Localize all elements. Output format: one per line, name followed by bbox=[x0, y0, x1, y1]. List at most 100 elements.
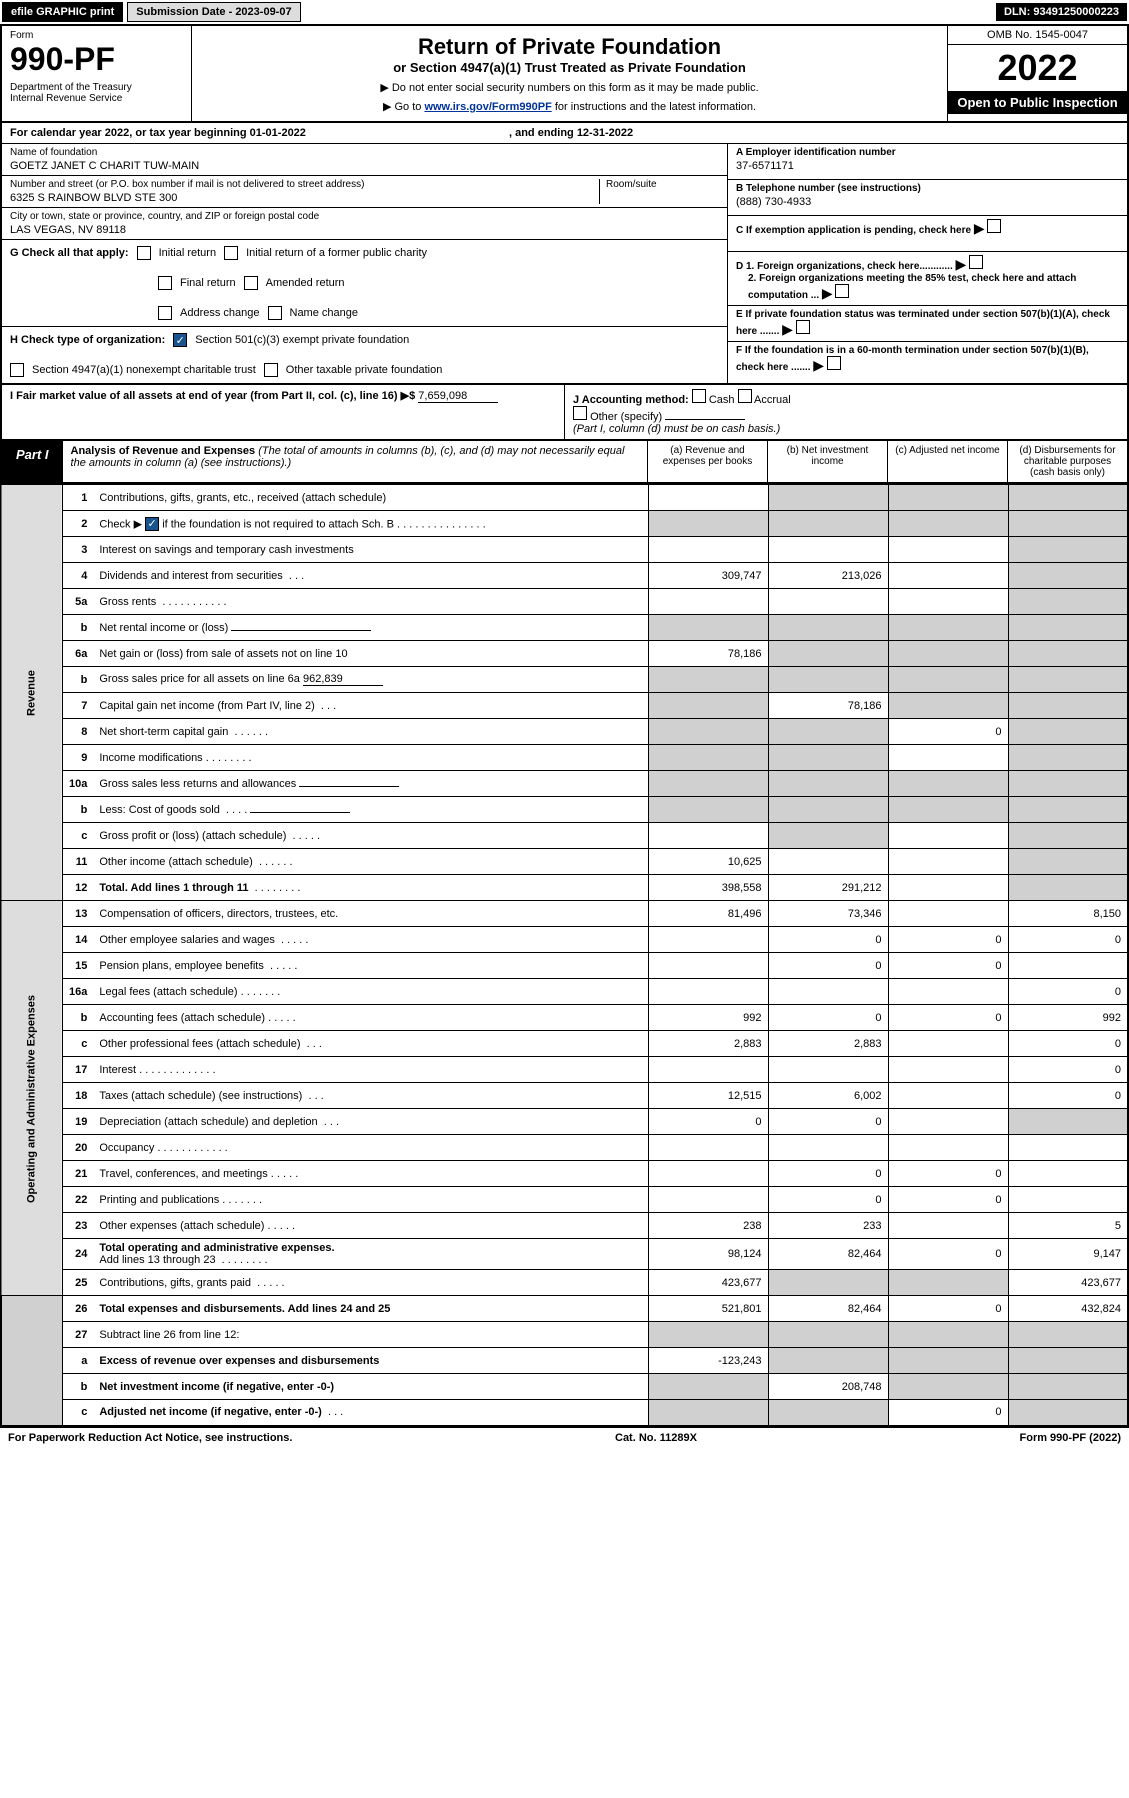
l16bc: 0 bbox=[888, 1005, 1008, 1031]
l15-desc: Pension plans, employee benefits . . . .… bbox=[93, 953, 648, 979]
c-cell: C If exemption application is pending, c… bbox=[728, 216, 1127, 252]
l27a-desc: Excess of revenue over expenses and disb… bbox=[93, 1348, 648, 1374]
l13b: 73,346 bbox=[768, 901, 888, 927]
l10c-desc: Gross profit or (loss) (attach schedule)… bbox=[93, 823, 648, 849]
ein-cell: A Employer identification number 37-6571… bbox=[728, 144, 1127, 180]
l23b: 233 bbox=[768, 1213, 888, 1239]
chk-cash[interactable] bbox=[692, 389, 706, 403]
l17-desc: Interest . . . . . . . . . . . . . bbox=[93, 1057, 648, 1083]
chk-schb[interactable]: ✓ bbox=[145, 517, 159, 531]
name-label: Name of foundation bbox=[10, 147, 719, 158]
phone-cell: B Telephone number (see instructions) (8… bbox=[728, 180, 1127, 216]
l16c-desc: Other professional fees (attach schedule… bbox=[93, 1031, 648, 1057]
chk-e[interactable] bbox=[796, 320, 810, 334]
l24a: 98,124 bbox=[648, 1239, 768, 1270]
chk-c[interactable] bbox=[987, 219, 1001, 233]
d1-label: D 1. Foreign organizations, check here..… bbox=[736, 261, 953, 272]
chk-d1[interactable] bbox=[969, 255, 983, 269]
j-section: J Accounting method: Cash Accrual Other … bbox=[564, 385, 1127, 439]
chk-4947[interactable] bbox=[10, 363, 24, 377]
l10a-desc: Gross sales less returns and allowances bbox=[93, 771, 648, 797]
chk-other-tax[interactable] bbox=[264, 363, 278, 377]
chk-initial-former[interactable] bbox=[224, 246, 238, 260]
opt-initial: Initial return bbox=[159, 247, 216, 259]
omb-number: OMB No. 1545-0047 bbox=[948, 26, 1127, 45]
chk-accrual[interactable] bbox=[738, 389, 752, 403]
l23-desc: Other expenses (attach schedule) . . . .… bbox=[93, 1213, 648, 1239]
form-link[interactable]: www.irs.gov/Form990PF bbox=[424, 101, 551, 113]
l11-desc: Other income (attach schedule) . . . . .… bbox=[93, 849, 648, 875]
chk-amended[interactable] bbox=[244, 276, 258, 290]
l20-desc: Occupancy . . . . . . . . . . . . bbox=[93, 1135, 648, 1161]
open-public: Open to Public Inspection bbox=[948, 91, 1127, 114]
l19-desc: Depreciation (attach schedule) and deple… bbox=[93, 1109, 648, 1135]
l2-desc: Check ▶ ✓ if the foundation is not requi… bbox=[93, 511, 648, 537]
l21b: 0 bbox=[768, 1161, 888, 1187]
chk-namechange[interactable] bbox=[268, 306, 282, 320]
l7-desc: Capital gain net income (from Part IV, l… bbox=[93, 693, 648, 719]
j-note: (Part I, column (d) must be on cash basi… bbox=[573, 423, 780, 435]
chk-final[interactable] bbox=[158, 276, 172, 290]
j-label: J Accounting method: bbox=[573, 394, 689, 406]
l17d: 0 bbox=[1008, 1057, 1128, 1083]
submission-date: Submission Date - 2023-09-07 bbox=[127, 2, 300, 22]
addr-value: 6325 S RAINBOW BLVD STE 300 bbox=[10, 192, 599, 204]
e-cell: E If private foundation status was termi… bbox=[728, 306, 1127, 342]
l7b: 78,186 bbox=[768, 693, 888, 719]
l13-desc: Compensation of officers, directors, tru… bbox=[93, 901, 648, 927]
part1-title: Analysis of Revenue and Expenses bbox=[71, 445, 256, 457]
c-label: C If exemption application is pending, c… bbox=[736, 225, 971, 236]
l27bb: 208,748 bbox=[768, 1374, 888, 1400]
l26c: 0 bbox=[888, 1296, 1008, 1322]
form-id-block: Form 990-PF Department of the TreasuryIn… bbox=[2, 26, 192, 121]
l27cc: 0 bbox=[888, 1400, 1008, 1426]
opt-4947: Section 4947(a)(1) nonexempt charitable … bbox=[32, 364, 256, 376]
room-label: Room/suite bbox=[606, 179, 719, 190]
ein-value: 37-6571171 bbox=[736, 160, 1119, 172]
calendar-year-row: For calendar year 2022, or tax year begi… bbox=[0, 123, 1129, 144]
l27c-desc: Adjusted net income (if negative, enter … bbox=[93, 1400, 648, 1426]
l25-desc: Contributions, gifts, grants paid . . . … bbox=[93, 1270, 648, 1296]
chk-f[interactable] bbox=[827, 356, 841, 370]
chk-d2[interactable] bbox=[835, 284, 849, 298]
opt-final: Final return bbox=[180, 277, 236, 289]
l4-desc: Dividends and interest from securities .… bbox=[93, 563, 648, 589]
col-c-hdr: (c) Adjusted net income bbox=[887, 441, 1007, 482]
l16bb: 0 bbox=[768, 1005, 888, 1031]
l27aa: -123,243 bbox=[648, 1348, 768, 1374]
l6b-val: 962,839 bbox=[303, 673, 383, 686]
opt-amended: Amended return bbox=[266, 277, 345, 289]
l14b: 0 bbox=[768, 927, 888, 953]
efile-button[interactable]: efile GRAPHIC print bbox=[2, 2, 123, 22]
l24bv: 82,464 bbox=[768, 1239, 888, 1270]
chk-other-acct[interactable] bbox=[573, 406, 587, 420]
chk-501c3[interactable]: ✓ bbox=[173, 333, 187, 347]
instr-2-prefix: ▶ Go to bbox=[383, 101, 424, 113]
l26b: 82,464 bbox=[768, 1296, 888, 1322]
l16ca: 2,883 bbox=[648, 1031, 768, 1057]
form-ref: Form 990-PF (2022) bbox=[1020, 1432, 1121, 1444]
l11a: 10,625 bbox=[648, 849, 768, 875]
l25a: 423,677 bbox=[648, 1270, 768, 1296]
l24d: 9,147 bbox=[1008, 1239, 1128, 1270]
l18-desc: Taxes (attach schedule) (see instruction… bbox=[93, 1083, 648, 1109]
l15b: 0 bbox=[768, 953, 888, 979]
cat-no: Cat. No. 11289X bbox=[615, 1432, 697, 1444]
dept-label: Department of the TreasuryInternal Reven… bbox=[10, 82, 183, 104]
g-label: G Check all that apply: bbox=[10, 247, 129, 259]
col-a-hdr: (a) Revenue and expenses per books bbox=[647, 441, 767, 482]
calyear-begin: For calendar year 2022, or tax year begi… bbox=[10, 127, 306, 139]
l27b-desc: Net investment income (if negative, ente… bbox=[93, 1374, 648, 1400]
part1-desc: Analysis of Revenue and Expenses (The to… bbox=[63, 441, 647, 482]
chk-initial[interactable] bbox=[137, 246, 151, 260]
foundation-name: GOETZ JANET C CHARIT TUW-MAIN bbox=[10, 160, 719, 172]
l26a: 521,801 bbox=[648, 1296, 768, 1322]
opt-namechange: Name change bbox=[290, 307, 359, 319]
l9-desc: Income modifications . . . . . . . . bbox=[93, 745, 648, 771]
l10b-desc: Less: Cost of goods sold . . . . bbox=[93, 797, 648, 823]
i-section: I Fair market value of all assets at end… bbox=[2, 385, 564, 439]
l5b-desc: Net rental income or (loss) bbox=[93, 615, 648, 641]
chk-addrchange[interactable] bbox=[158, 306, 172, 320]
addr-label: Number and street (or P.O. box number if… bbox=[10, 179, 599, 190]
l22b: 0 bbox=[768, 1187, 888, 1213]
